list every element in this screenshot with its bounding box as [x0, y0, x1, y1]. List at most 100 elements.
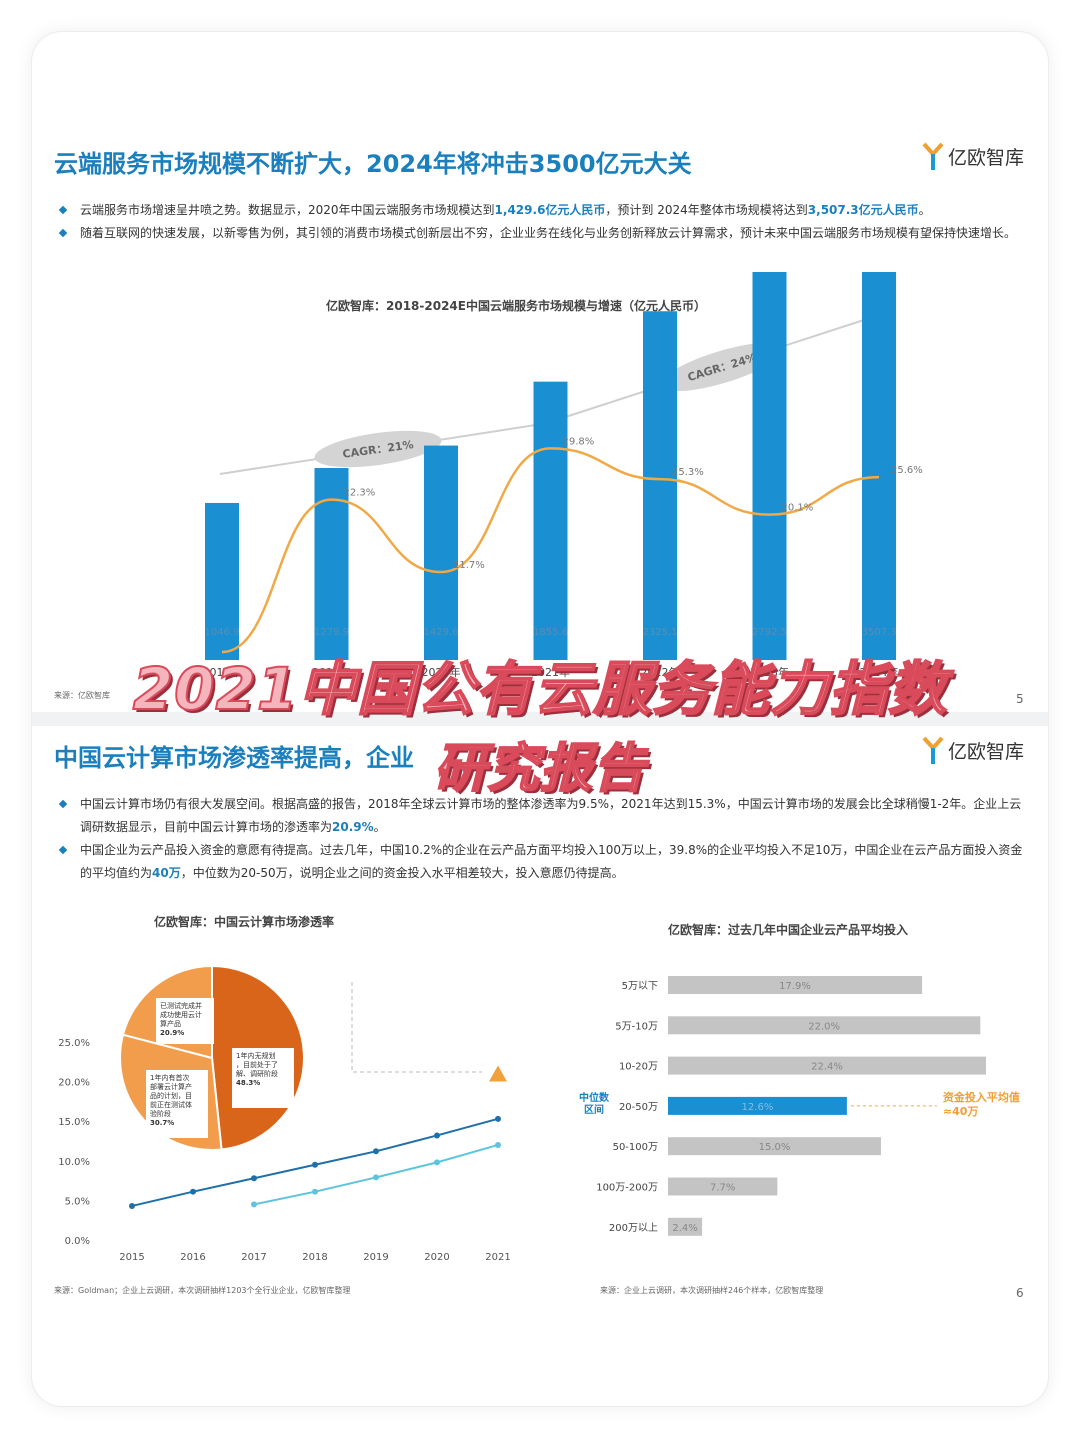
growth-rate-label: 25.6%: [891, 465, 923, 476]
category-label: 200万以上: [609, 1222, 658, 1234]
pie-label-text: 部署云计算产: [150, 1082, 192, 1091]
series-point: [495, 1115, 501, 1122]
year-label: 2019年: [312, 665, 351, 679]
mean-label: 资金投入平均值: [943, 1090, 1020, 1104]
page5-number: 5: [1016, 692, 1024, 706]
bar-value-label: 12.6%: [742, 1102, 774, 1113]
investment-bar: [668, 1217, 703, 1236]
page-divider: [32, 712, 1048, 726]
logo-icon: [922, 736, 944, 764]
series-point: [312, 1161, 318, 1168]
category-label: 100万-200万: [596, 1183, 658, 1194]
bar-value-label: 22.4%: [811, 1062, 843, 1073]
median-label: 中位数: [579, 1091, 610, 1104]
market-bar: [752, 272, 787, 660]
cagr-badge: [314, 430, 442, 468]
pie-label-text: 已测试完成并: [160, 1001, 202, 1010]
logo-icon: [922, 142, 944, 170]
investment-bar: [668, 1137, 881, 1156]
pie-label-text: 验阶段: [150, 1109, 171, 1118]
market-bar: [205, 502, 239, 660]
mean-label: ≈40万: [943, 1105, 979, 1118]
bar-value-label: 17.9%: [779, 981, 811, 992]
bar-value-label: 1279.9: [314, 627, 349, 638]
growth-rate-label: 29.8%: [563, 436, 595, 447]
investment-chart: 5万以下 17.9% 5万-10万 22.0% 10-20万 22.4% 20-50万 12.…: [579, 976, 1020, 1236]
market-chart-title: 亿欧智库：2018-2024E中国云端服务市场规模与增速（亿元人民币）: [326, 299, 706, 313]
page6-bullet-1: 中国云计算市场仍有很大发展空间。根据高盛的报告，2018年全球云计算市场的整体渗…: [54, 793, 1026, 839]
growth-rate-label: 20.1%: [782, 503, 814, 514]
investment-bar: [668, 976, 923, 994]
page5-bullets: 云端服务市场增速呈井喷之势。数据显示，2020年中国云端服务市场规模达到1,42…: [54, 199, 1026, 245]
market-bar: [424, 445, 458, 660]
series-point: [373, 1148, 379, 1155]
growth-rate-line: [221, 447, 880, 654]
pie-connector: [351, 982, 482, 1073]
bar-value-label: 22.0%: [808, 1021, 840, 1032]
page6-source-left: 来源：Goldman；企业上云调研，本次调研抽样1203个全行业企业，亿欧智库整…: [54, 1286, 351, 1295]
overlay-title-line1: 2021中国公有云服务能力指数: [132, 654, 948, 724]
page5-source: 来源：亿欧智库: [54, 691, 110, 700]
page6-bullet-2: 中国企业为云产品投入资金的意愿有待提高。过去几年，中国10.2%的企业在云产品方…: [54, 839, 1026, 885]
growth-rate-label: 25.3%: [672, 467, 704, 478]
survey-point-triangle: [489, 1065, 507, 1082]
logo-text: 亿欧智库: [948, 740, 1025, 763]
pie-label-text: 算产品: [160, 1019, 181, 1028]
series-point: [373, 1174, 379, 1181]
series-point: [251, 1175, 257, 1182]
x-tick-label: 2017: [241, 1252, 266, 1263]
category-label: 5万以下: [622, 981, 658, 992]
pie-label-box: [156, 998, 214, 1044]
bar-value-label: 1429.6: [424, 627, 459, 638]
x-tick-label: 2019: [363, 1252, 388, 1263]
series-point: [434, 1159, 440, 1166]
page5-bullet-1: 云端服务市场增速呈井喷之势。数据显示，2020年中国云端服务市场规模达到1,42…: [54, 199, 1026, 222]
y-tick-label: 20.0%: [58, 1078, 90, 1089]
x-tick-label: 2021: [485, 1252, 510, 1263]
x-tick-label: 2020: [424, 1252, 449, 1263]
bar-value-label: 2.4%: [672, 1223, 697, 1234]
investment-bar: [668, 1016, 981, 1035]
pie-label-text: 品的计划，目: [150, 1091, 192, 1100]
series-point: [251, 1201, 257, 1208]
series-point: [129, 1202, 135, 1209]
growth-rate-label: 22.3%: [344, 488, 376, 499]
page5-title: 云端服务市场规模不断扩大，2024年将冲击3500亿元大关: [54, 150, 692, 178]
investment-bar: [668, 1177, 778, 1196]
document-card: 云端服务市场规模不断扩大，2024年将冲击3500亿元大关 亿欧智库 云端服务市…: [32, 32, 1048, 1406]
overlay-title-line2: 研究报告: [433, 738, 646, 800]
investment-bar: [668, 1056, 986, 1075]
category-label: 10-20万: [619, 1062, 658, 1073]
category-label: 50-100万: [613, 1142, 658, 1153]
bar-value-label: 1855.6: [533, 627, 568, 638]
page6-title: 中国云计算市场渗透率提高，企业: [54, 744, 414, 772]
series-point: [495, 1141, 501, 1148]
pie-value-label: 48.3%: [236, 1079, 260, 1087]
y-tick-label: 10.0%: [58, 1157, 90, 1168]
category-label: 5万-10万: [615, 1021, 658, 1032]
logo-text: 亿欧智库: [948, 146, 1025, 169]
pie-value-label: 30.7%: [150, 1119, 174, 1127]
page6-source-right: 来源：企业上云调研，本次调研抽样246个样本，亿欧智库整理: [600, 1286, 824, 1295]
bar-value-label: 3507.3: [862, 627, 897, 638]
y-tick-label: 15.0%: [58, 1117, 90, 1128]
pie-label-text: ，目前处于了: [236, 1060, 278, 1069]
pie-value-label: 20.9%: [160, 1029, 184, 1037]
year-label: 2022年: [641, 665, 680, 679]
page5-bullet-2: 随着互联网的快速发展，以新零售为例，其引领的消费市场模式创新层出不穷，企业业务在…: [54, 222, 1026, 245]
pie-label-text: 1年内无规划: [236, 1051, 275, 1060]
bar-value-label: 1046.9: [205, 627, 240, 638]
page6-number: 6: [1016, 1286, 1024, 1300]
penetration-chart-title: 亿欧智库：中国云计算市场渗透率: [154, 915, 335, 929]
pie-label-text: 成功使用云计: [160, 1010, 202, 1019]
penetration-chart: 0.0% 5.0% 10.0% 15.0% 20.0% 25.0% 2015 2016 2017…: [58, 964, 511, 1263]
page5-logo: 亿欧智库: [922, 142, 1024, 170]
bar-value-label: 2325.1: [643, 627, 678, 638]
bar-value-label: 7.7%: [710, 1183, 735, 1194]
y-tick-label: 25.0%: [58, 1038, 90, 1049]
pie-label-text: 解、调研阶段: [236, 1069, 278, 1078]
series-point: [190, 1188, 196, 1195]
investment-chart-title: 亿欧智库：过去几年中国企业云产品平均投入: [668, 923, 909, 937]
pie-label-text: 前正在测试体: [150, 1100, 192, 1109]
bar-value-label: 2792.5: [752, 627, 787, 638]
